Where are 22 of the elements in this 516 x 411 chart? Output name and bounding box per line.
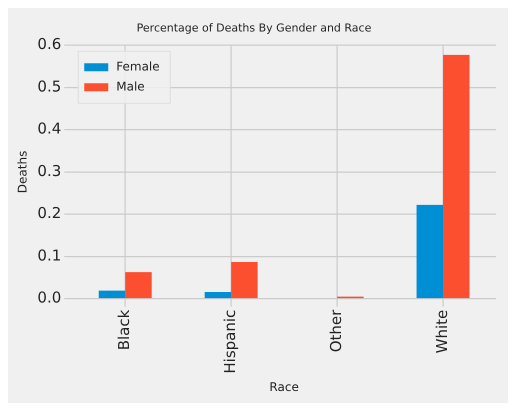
x-tick-label: Black (115, 309, 134, 350)
legend-label: Male (116, 79, 145, 94)
y-tick-label: 0.4 (37, 120, 62, 138)
y-tick-label: 0.1 (37, 246, 62, 264)
bar (125, 272, 152, 298)
y-tick-label: 0.5 (37, 77, 62, 96)
x-axis-title: Race (269, 380, 299, 394)
y-tick-label: 0.6 (37, 35, 62, 54)
chart-title: Percentage of Deaths By Gender and Race (136, 21, 372, 34)
bar (204, 292, 232, 298)
y-tick-label: 0.2 (37, 204, 62, 222)
y-axis-title: Deaths (15, 150, 30, 194)
y-tick-label: 0.3 (37, 162, 62, 180)
bar (231, 262, 258, 298)
x-tick-label: Hispanic (221, 310, 240, 374)
x-tick-label: White (432, 310, 451, 354)
bar (416, 204, 444, 298)
legend-label: Female (116, 59, 160, 74)
y-tick-label: 0.0 (37, 288, 62, 307)
bar (443, 54, 470, 298)
bar (98, 290, 126, 298)
x-tick-label: Other (326, 308, 345, 352)
